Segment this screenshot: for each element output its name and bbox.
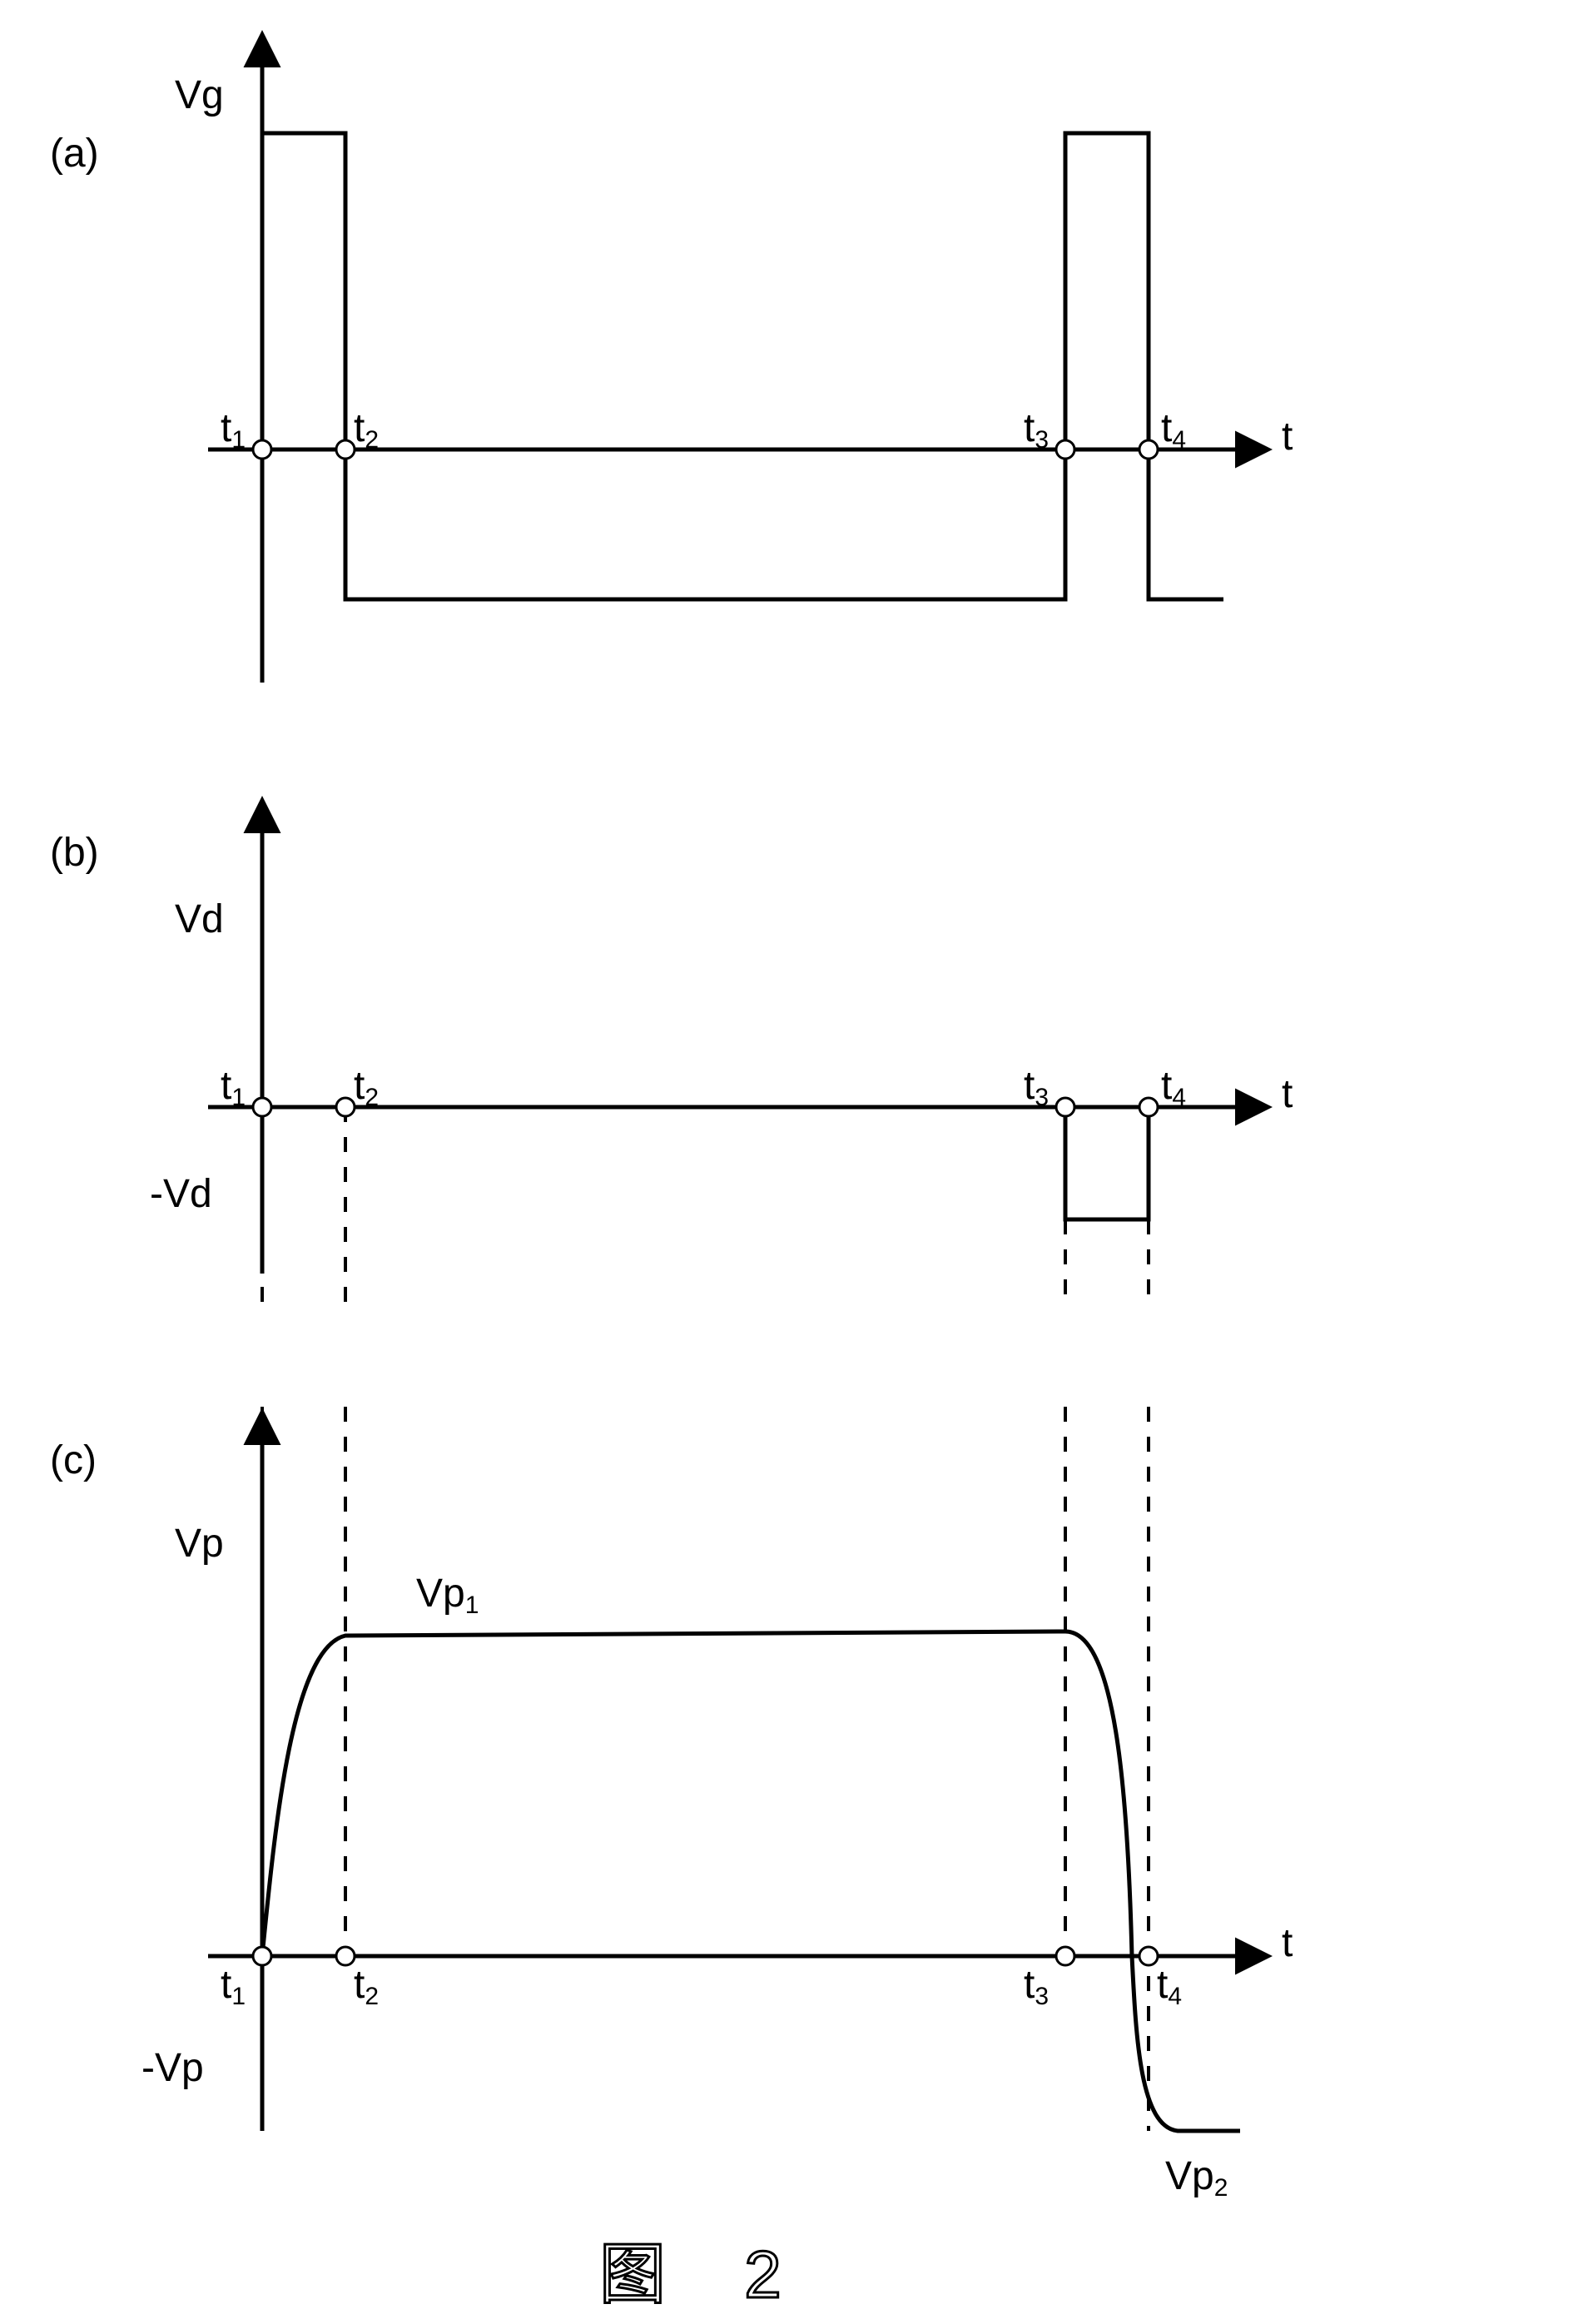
svg-text:t2: t2: [354, 1963, 379, 2010]
svg-text:t4: t4: [1161, 406, 1186, 454]
svg-text:Vp1: Vp1: [416, 1572, 479, 1619]
svg-text:Vd: Vd: [175, 897, 224, 941]
svg-text:图 2: 图 2: [599, 2237, 811, 2312]
svg-text:t2: t2: [354, 406, 379, 454]
svg-text:(b): (b): [50, 831, 99, 875]
svg-text:t3: t3: [1024, 1064, 1049, 1111]
svg-text:-Vp: -Vp: [141, 2046, 204, 2090]
svg-text:(c): (c): [50, 1438, 97, 1482]
svg-text:Vg: Vg: [175, 73, 224, 117]
svg-text:t4: t4: [1157, 1963, 1182, 2010]
svg-text:t1: t1: [221, 1963, 246, 2010]
svg-text:t: t: [1282, 415, 1293, 459]
svg-text:t3: t3: [1024, 1963, 1049, 2010]
figure-svg: (a) Vg t t1 t2 t3 t4 (b) Vd t -Vd t1 t2 t3 t4 (c) Vp t -Vp…: [0, 0, 1583, 2324]
svg-text:t4: t4: [1161, 1064, 1186, 1111]
svg-text:t: t: [1282, 1921, 1293, 1965]
svg-text:t: t: [1282, 1072, 1293, 1116]
svg-text:t2: t2: [354, 1064, 379, 1111]
svg-text:t3: t3: [1024, 406, 1049, 454]
svg-text:Vp2: Vp2: [1165, 2154, 1228, 2202]
svg-text:-Vd: -Vd: [150, 1172, 212, 1216]
svg-text:t1: t1: [221, 406, 246, 454]
svg-text:(a): (a): [50, 132, 99, 176]
svg-text:Vp: Vp: [175, 1522, 224, 1566]
figure-container: (a) Vg t t1 t2 t3 t4 (b) Vd t -Vd t1 t2 t3 t4 (c) Vp t -Vp…: [0, 0, 1583, 2324]
svg-text:t1: t1: [221, 1064, 246, 1111]
